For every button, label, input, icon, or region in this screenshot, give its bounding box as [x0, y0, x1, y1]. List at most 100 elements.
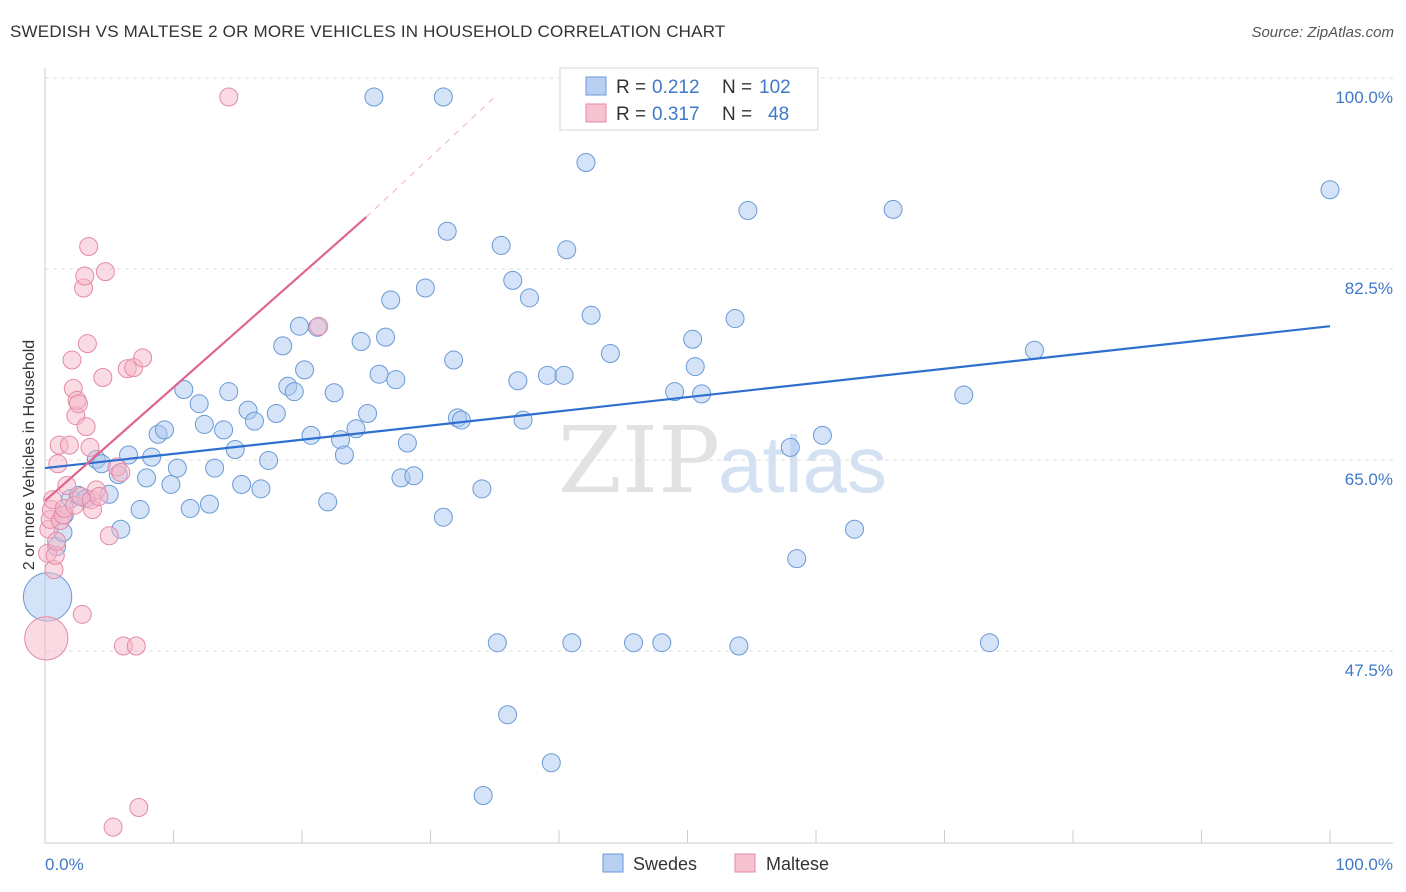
- swedes-point: [364, 87, 384, 107]
- maltese-point: [89, 486, 109, 506]
- swedes-point: [259, 450, 279, 470]
- swedes-point: [244, 411, 264, 431]
- swedes-point: [498, 705, 518, 725]
- swedes-point: [386, 370, 406, 390]
- swedes-point: [845, 519, 865, 539]
- series-legend: Swedes Maltese: [602, 853, 829, 874]
- swedes-point: [214, 420, 234, 440]
- swedes-point: [266, 404, 286, 424]
- swedes-point: [685, 357, 705, 377]
- maltese-point: [99, 526, 119, 546]
- maltese-point: [80, 437, 100, 457]
- swedes-point: [491, 235, 511, 255]
- swedes-point: [665, 382, 685, 402]
- swedes-point: [351, 331, 371, 351]
- swedes-point: [1320, 180, 1340, 200]
- swedes-point: [22, 572, 73, 622]
- swedes-point: [167, 458, 187, 478]
- maltese-point: [48, 454, 68, 474]
- swedes-point: [683, 329, 703, 349]
- maltese-point: [111, 462, 131, 482]
- legend-r-label-maltese: R =: [616, 104, 646, 125]
- swedes-point: [358, 404, 378, 424]
- swedes-point: [729, 636, 749, 656]
- maltese-point: [59, 435, 79, 455]
- source-label: Source: ZipAtlas.com: [1251, 24, 1394, 41]
- maltese-point: [47, 531, 67, 551]
- swedes-point: [376, 327, 396, 347]
- y-tick-label: 47.5%: [1345, 661, 1393, 680]
- watermark-atlas: atlas: [718, 420, 887, 509]
- swedes-point: [787, 549, 807, 569]
- swedes-point: [130, 500, 150, 520]
- swedes-point: [581, 305, 601, 325]
- y-tick-label: 65.0%: [1345, 470, 1393, 489]
- swedes-point: [289, 316, 309, 336]
- y-tick-label: 82.5%: [1345, 279, 1393, 298]
- swedes-point: [225, 440, 245, 460]
- swedes-point: [557, 240, 577, 260]
- swedes-point: [219, 382, 239, 402]
- chart-title: SWEDISH VS MALTESE 2 OR MORE VEHICLES IN…: [10, 22, 726, 41]
- swedes-point: [433, 87, 453, 107]
- swedes-trend-line: [44, 325, 1331, 470]
- swedes-point: [295, 360, 315, 380]
- legend-swatch-maltese: [585, 103, 607, 123]
- maltese-point: [76, 417, 96, 437]
- swedes-point: [404, 466, 424, 486]
- swedes-point: [180, 498, 200, 518]
- legend-n-swedes: 102: [759, 77, 791, 98]
- swedes-point: [979, 633, 999, 653]
- swedes-point: [812, 425, 832, 445]
- swedes-point: [537, 365, 557, 385]
- y-tick-label: 100.0%: [1335, 88, 1393, 107]
- swedes-point: [487, 633, 507, 653]
- swedes-point: [318, 492, 338, 512]
- maltese-point: [219, 87, 239, 107]
- swedes-point: [541, 753, 561, 773]
- swedes-point: [519, 288, 539, 308]
- swedes-point: [508, 371, 528, 391]
- swedes-point: [199, 494, 219, 514]
- gridlines: [45, 77, 1393, 652]
- swedes-point: [137, 468, 157, 488]
- swedes-point: [624, 633, 644, 653]
- maltese-point: [62, 350, 82, 370]
- swedes-point: [562, 633, 582, 653]
- trend-lines: [44, 96, 1331, 502]
- swedes-point: [433, 507, 453, 527]
- swedes-point: [725, 309, 745, 329]
- legend-swatch-swedes: [585, 76, 607, 96]
- correlation-legend: R = 0.212 N = 102 R = 0.317 N = 48: [559, 67, 819, 131]
- swedes-point: [600, 343, 620, 363]
- legend-n-label-swedes: N =: [722, 77, 752, 98]
- swedes-point: [554, 365, 574, 385]
- swedes-point: [652, 633, 672, 653]
- maltese-point: [68, 394, 88, 414]
- swedes-point: [738, 201, 758, 221]
- swedes-point: [437, 221, 457, 241]
- maltese-point: [75, 266, 95, 286]
- maltese-trend-extension: [365, 96, 496, 218]
- maltese-point: [95, 262, 115, 282]
- x-tick-label-max: 100.0%: [1335, 855, 1393, 874]
- swedes-point: [189, 394, 209, 414]
- swedes-point: [954, 385, 974, 405]
- swedes-point: [155, 420, 175, 440]
- maltese-point: [77, 334, 97, 354]
- swedes-point: [324, 383, 344, 403]
- legend-n-maltese: 48: [768, 104, 789, 125]
- maltese-trend-line: [44, 216, 367, 502]
- swedes-point: [397, 433, 417, 453]
- maltese-point: [309, 316, 329, 336]
- swedes-point: [174, 380, 194, 400]
- bottom-legend-label-swedes: Swedes: [633, 854, 697, 874]
- x-tick-label-min: 0.0%: [45, 855, 84, 874]
- y-tick-labels: 100.0% 82.5% 65.0% 47.5%: [1335, 88, 1393, 680]
- maltese-point: [93, 367, 113, 387]
- maltese-point: [133, 348, 153, 368]
- maltese-point: [126, 636, 146, 656]
- bottom-legend-label-maltese: Maltese: [766, 854, 829, 874]
- maltese-point: [24, 616, 69, 661]
